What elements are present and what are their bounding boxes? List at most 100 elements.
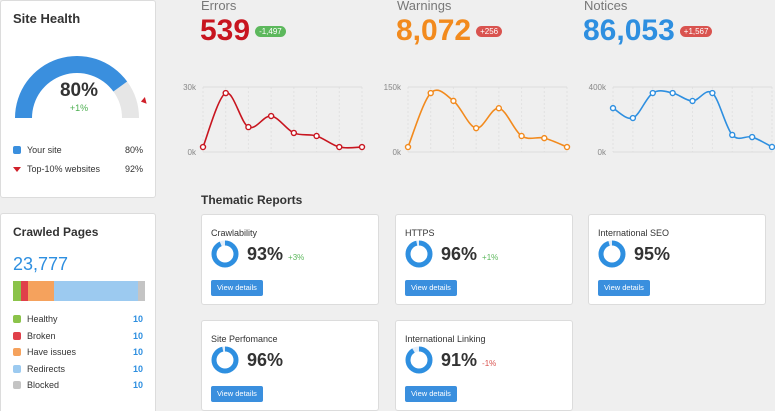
trend-point bbox=[563, 143, 571, 151]
bar-segment bbox=[20, 281, 28, 301]
legend-swatch bbox=[13, 146, 21, 154]
report-card: HTTPS 96% +1% View details bbox=[395, 214, 573, 305]
y-tick-label: 0k bbox=[393, 148, 402, 157]
legend-count: 10 bbox=[132, 380, 143, 390]
report-card: International Linking 91% -1% View details bbox=[395, 320, 573, 411]
trend-point bbox=[518, 132, 525, 140]
report-card: International SEO 95% View details bbox=[588, 214, 766, 305]
report-score: 91% bbox=[441, 350, 478, 370]
trend-point bbox=[669, 89, 676, 97]
report-card: Site Perfomance 96% View details bbox=[201, 320, 379, 411]
legend-marker bbox=[13, 167, 21, 172]
trend-point bbox=[768, 143, 775, 151]
trend-point bbox=[748, 133, 756, 141]
trend-line bbox=[407, 89, 568, 148]
report-score-row: 96% +1% bbox=[441, 244, 498, 265]
report-score-row: 93% +3% bbox=[247, 244, 304, 265]
legend-name: Redirects bbox=[27, 363, 66, 374]
trend-point bbox=[267, 112, 275, 120]
trend-line bbox=[612, 90, 773, 148]
metric-value: 86,053 bbox=[583, 14, 675, 47]
trend-point bbox=[222, 89, 229, 97]
legend-count: 10 bbox=[132, 330, 143, 341]
report-name: HTTPS bbox=[405, 228, 435, 238]
report-name: International Linking bbox=[405, 334, 486, 344]
bar-segment bbox=[27, 281, 54, 301]
report-name: Crawlability bbox=[211, 228, 258, 238]
report-change: +1% bbox=[482, 253, 499, 262]
legend-value: 92% bbox=[124, 164, 143, 174]
y-tick-label: 0k bbox=[188, 148, 197, 157]
view-details-button[interactable]: View details bbox=[405, 280, 457, 296]
legend-swatch bbox=[13, 348, 21, 356]
bar-segment bbox=[138, 281, 145, 301]
report-change: -1% bbox=[482, 359, 497, 368]
y-tick-label: 0k bbox=[598, 148, 607, 157]
view-details-button[interactable]: View details bbox=[211, 386, 263, 402]
view-details-button[interactable]: View details bbox=[211, 280, 263, 296]
y-tick-label: 30k bbox=[183, 83, 197, 92]
trend-point bbox=[245, 123, 252, 131]
legend-count: 10 bbox=[132, 314, 143, 324]
score-change: +1% bbox=[69, 103, 89, 113]
view-details-button[interactable]: View details bbox=[598, 280, 650, 296]
trend-point bbox=[649, 89, 656, 97]
legend-name: Your site bbox=[27, 145, 62, 155]
legend-count: 10 bbox=[132, 347, 143, 357]
report-score: 95% bbox=[634, 244, 671, 264]
legend-swatch bbox=[13, 364, 21, 373]
report-score: 96% bbox=[441, 244, 478, 264]
report-change: +3% bbox=[288, 253, 305, 262]
metric-label: Warnings bbox=[397, 0, 452, 13]
bar-segment bbox=[13, 281, 21, 301]
report-card: Crawlability 93% +3% View details bbox=[201, 214, 379, 305]
metric-row: 8,072 +256 bbox=[396, 14, 503, 48]
legend-name: Blocked bbox=[27, 380, 60, 390]
trend-point bbox=[729, 131, 736, 139]
y-tick-label: 150k bbox=[384, 83, 402, 92]
report-name: International SEO bbox=[598, 228, 670, 238]
change-badge: +1,567 bbox=[679, 25, 713, 37]
metric-row: 86,053 +1,567 bbox=[583, 14, 713, 48]
card-title: Crawled Pages bbox=[13, 225, 99, 239]
score-label: 80% bbox=[59, 80, 99, 101]
trend-point bbox=[609, 104, 617, 112]
report-score-row: 96% bbox=[247, 350, 283, 371]
trend-point bbox=[709, 89, 716, 97]
site-health-card: Site Health 80% +1% Your site 80% Top-10% web… bbox=[0, 0, 156, 198]
trend-line bbox=[202, 92, 363, 149]
change-badge: +256 bbox=[476, 25, 503, 37]
metric-value: 539 bbox=[200, 14, 251, 47]
section-title: Thematic Reports bbox=[201, 193, 303, 207]
legend-name: Broken bbox=[27, 330, 56, 341]
trend-point bbox=[450, 97, 457, 105]
crawled-pages-card: Crawled Pages 23,777 Healthy 10 Broken 10 Have… bbox=[0, 213, 156, 411]
view-details-button[interactable]: View details bbox=[405, 386, 457, 402]
report-name: Site Perfomance bbox=[211, 334, 278, 344]
bar-segment bbox=[53, 281, 139, 301]
change-badge: -1,497 bbox=[255, 25, 286, 37]
card-title: Site Health bbox=[13, 11, 81, 26]
report-score: 96% bbox=[247, 350, 284, 370]
trend-point bbox=[199, 143, 207, 151]
y-tick-label: 400k bbox=[589, 83, 607, 92]
legend-count: 10 bbox=[132, 363, 143, 374]
legend-name: Top-10% websites bbox=[27, 164, 101, 174]
legend-value: 80% bbox=[124, 145, 143, 155]
legend-swatch bbox=[13, 315, 21, 323]
trend-point bbox=[358, 143, 366, 151]
report-score-row: 95% bbox=[634, 244, 670, 265]
report-score: 93% bbox=[247, 244, 284, 264]
legend-name: Have issues bbox=[27, 347, 77, 357]
legend-name: Healthy bbox=[27, 314, 58, 324]
trend-point bbox=[313, 132, 320, 140]
metric-label: Notices bbox=[584, 0, 628, 13]
trend-point bbox=[290, 129, 298, 137]
trend-point bbox=[472, 124, 480, 132]
metric-row: 539 -1,497 bbox=[200, 14, 286, 48]
legend-swatch bbox=[13, 331, 21, 340]
legend-swatch bbox=[13, 381, 21, 389]
crawled-total: 23,777 bbox=[13, 254, 69, 274]
trend-point bbox=[689, 97, 696, 105]
